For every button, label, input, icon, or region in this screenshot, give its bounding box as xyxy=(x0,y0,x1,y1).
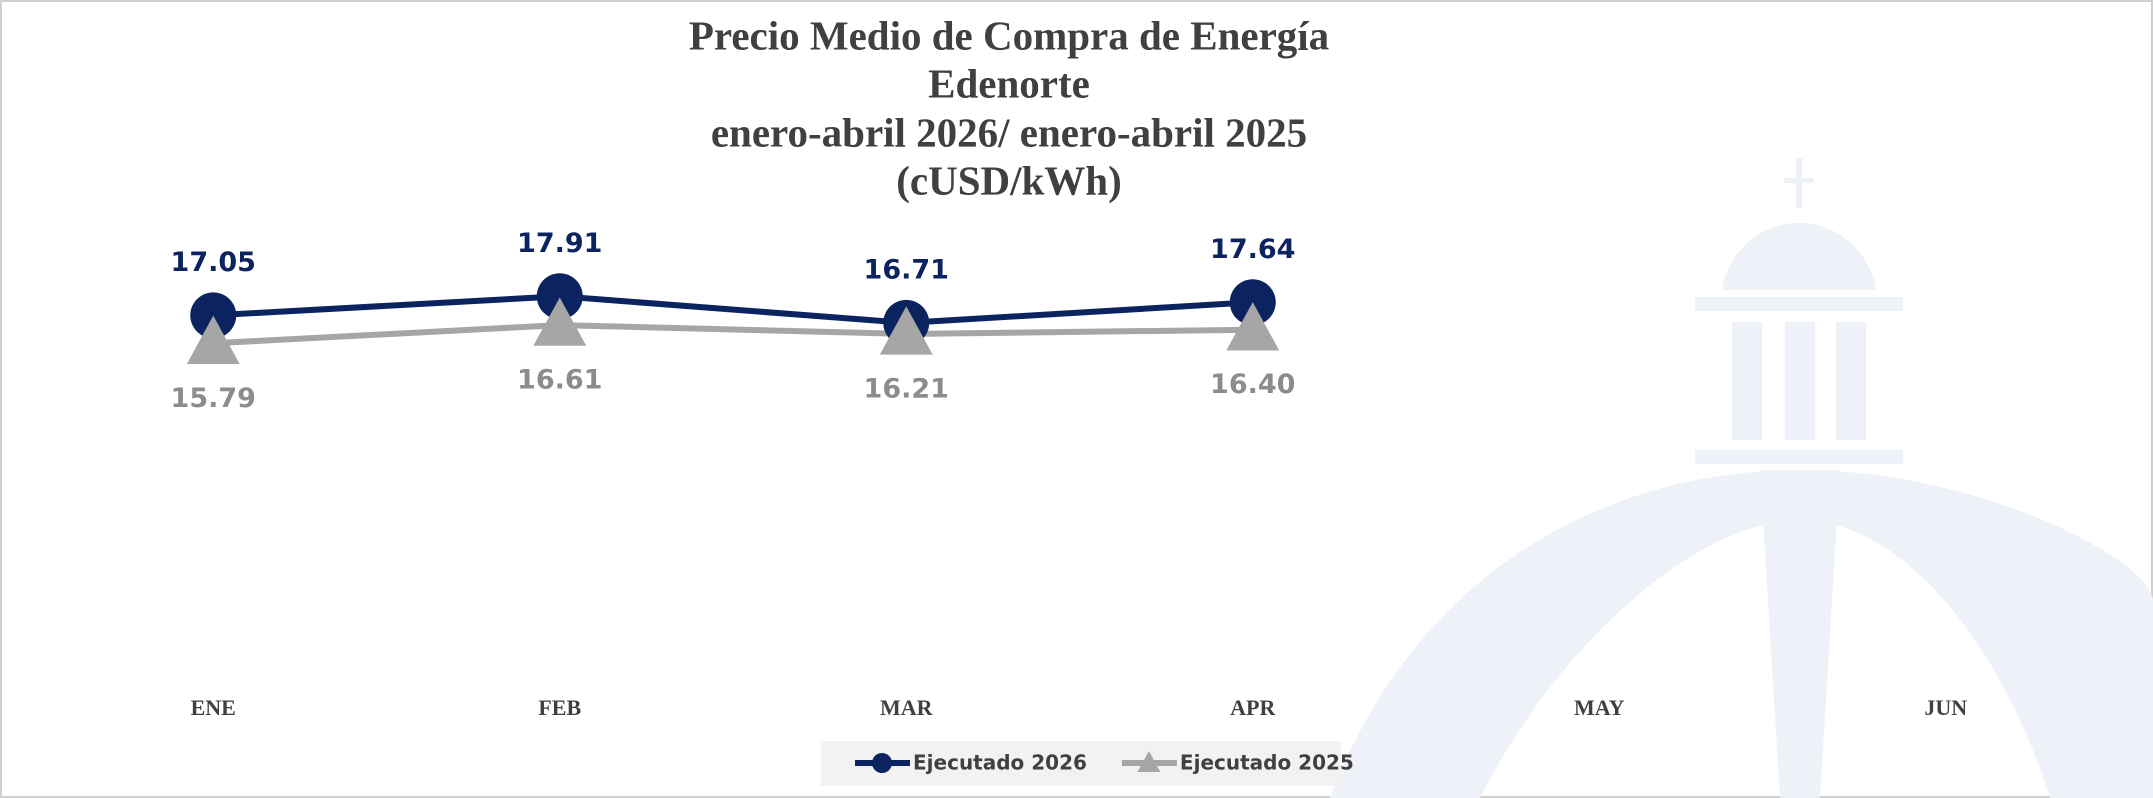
data-label: 16.21 xyxy=(864,373,949,404)
x-tick-label: JUN xyxy=(1924,695,1967,720)
point xyxy=(186,315,240,364)
watermark xyxy=(1330,158,2153,798)
x-tick-label: ENE xyxy=(191,695,236,720)
point xyxy=(190,292,237,339)
legend-label: Ejecutado 2025 xyxy=(1180,751,1354,775)
data-label: 17.91 xyxy=(517,228,602,259)
data-label: 17.05 xyxy=(171,247,256,278)
point xyxy=(1137,751,1161,772)
data-label: 17.64 xyxy=(1210,234,1295,265)
legend-label: Ejecutado 2026 xyxy=(913,751,1087,775)
point xyxy=(533,297,587,346)
x-tick-label: APR xyxy=(1230,695,1276,720)
series-line xyxy=(213,293,1253,326)
x-tick-label: MAR xyxy=(880,695,934,720)
chart-title: enero-abril 2026/ enero-abril 2025 xyxy=(711,109,1307,155)
x-tick-label: FEB xyxy=(538,695,581,720)
chart-title: Edenorte xyxy=(928,60,1090,106)
data-label: 16.71 xyxy=(864,254,949,285)
chart-title: (cUSD/kWh) xyxy=(896,157,1122,203)
x-tick-label: MAY xyxy=(1574,695,1625,720)
point xyxy=(536,273,583,320)
data-label: 16.40 xyxy=(1210,369,1295,400)
data-label: 15.79 xyxy=(171,383,256,414)
chart-title: Precio Medio de Compra de Energía xyxy=(689,12,1329,58)
point xyxy=(1226,302,1280,351)
series-line xyxy=(213,322,1253,347)
data-label: 16.61 xyxy=(517,365,602,396)
point xyxy=(872,753,892,773)
point xyxy=(879,306,933,355)
